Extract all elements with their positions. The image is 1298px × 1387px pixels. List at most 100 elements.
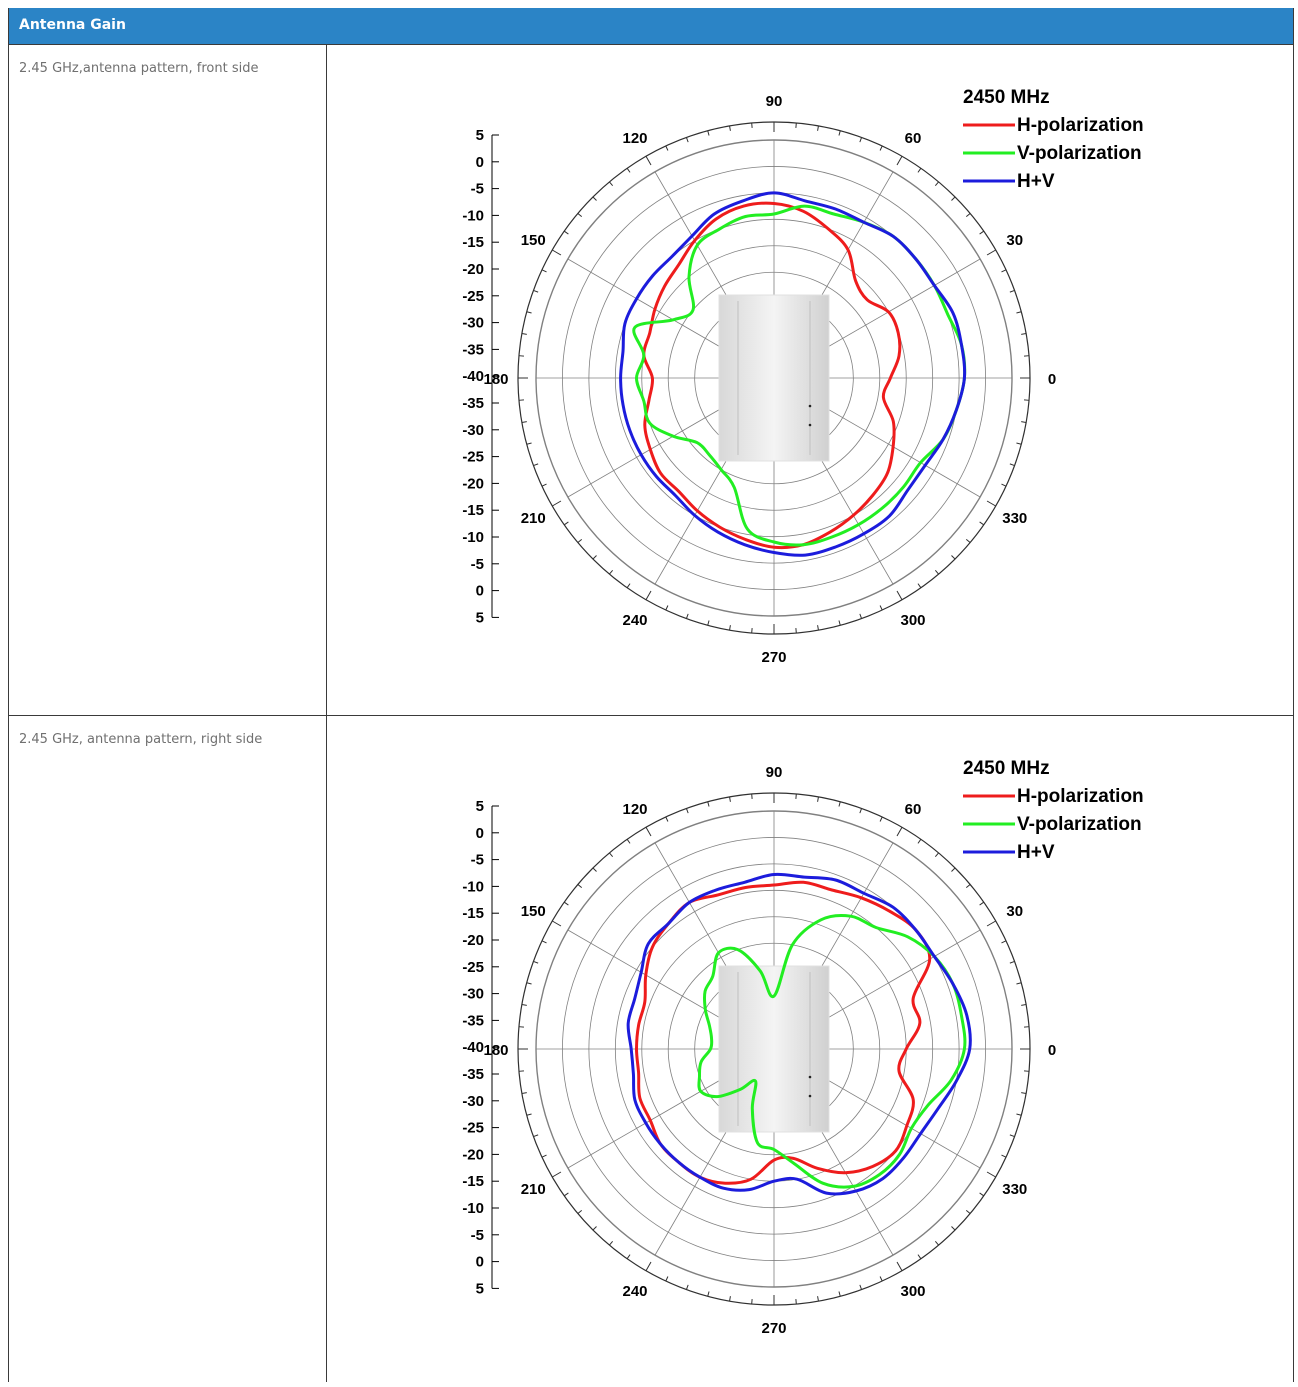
access-point-device-image xyxy=(719,966,829,1132)
angle-tick-label: 60 xyxy=(905,801,922,818)
angle-tick-mark xyxy=(593,868,597,872)
angle-tick-mark xyxy=(666,817,668,822)
angle-tick-mark xyxy=(860,137,862,142)
radial-tick-label: -15 xyxy=(462,502,484,519)
legend-label: H-polarization xyxy=(1017,115,1144,136)
radial-tick-label: -15 xyxy=(462,905,484,922)
angle-tick-label: 120 xyxy=(622,801,647,818)
radial-tick-label: -20 xyxy=(462,932,484,949)
angle-tick-mark xyxy=(897,1262,902,1271)
angle-tick-mark xyxy=(951,868,955,872)
angle-tick-mark xyxy=(522,334,527,335)
angle-tick-mark xyxy=(935,853,938,857)
angle-tick-mark xyxy=(527,312,532,313)
angle-tick-mark xyxy=(818,1296,819,1301)
radial-tick-label: -20 xyxy=(462,475,484,492)
radial-tick-label: -35 xyxy=(462,341,484,358)
radial-tick-label: -35 xyxy=(462,395,484,412)
angle-tick-mark xyxy=(880,1276,882,1281)
radial-tick-label: -25 xyxy=(462,288,484,305)
angle-tick-mark xyxy=(686,808,688,813)
radial-tick-label: -5 xyxy=(471,181,484,198)
angle-tick-mark xyxy=(522,1005,527,1006)
angle-tick-mark xyxy=(918,168,921,172)
angle-tick-mark xyxy=(686,1285,688,1290)
row-label: 2.45 GHz,antenna pattern, front side xyxy=(19,61,258,76)
angle-tick-mark xyxy=(609,570,612,574)
device-led-dot xyxy=(809,1076,812,1079)
radial-tick-label: -15 xyxy=(462,1173,484,1190)
angle-tick-label: 300 xyxy=(900,1283,925,1300)
angle-tick-mark xyxy=(542,484,547,486)
angle-tick-mark xyxy=(918,839,921,843)
angle-tick-mark xyxy=(1021,334,1026,335)
angle-tick-mark xyxy=(880,817,882,822)
angle-tick-mark xyxy=(708,131,709,136)
legend-label: H+V xyxy=(1017,842,1055,863)
angle-tick-label: 210 xyxy=(521,510,546,527)
angle-tick-mark xyxy=(918,584,921,588)
angle-tick-label: 120 xyxy=(622,130,647,147)
angle-tick-mark xyxy=(646,156,651,165)
angle-tick-mark xyxy=(839,802,840,807)
angle-tick-mark xyxy=(609,853,612,857)
angle-tick-mark xyxy=(552,921,561,926)
angle-tick-mark xyxy=(1010,1135,1015,1137)
angle-tick-mark xyxy=(1021,1005,1026,1006)
angle-tick-label: 30 xyxy=(1006,903,1023,920)
antenna-gain-table: Antenna Gain 2.45 GHz,antenna pattern, f… xyxy=(8,8,1294,1382)
legend-label: V-polarization xyxy=(1017,143,1142,164)
row-label: 2.45 GHz, antenna pattern, right side xyxy=(19,732,262,747)
angle-tick-label: 240 xyxy=(622,612,647,629)
radial-tick-label: -10 xyxy=(462,1200,484,1217)
angle-tick-mark xyxy=(593,1226,597,1230)
radial-tick-label: -30 xyxy=(462,422,484,439)
angle-tick-mark xyxy=(730,625,731,630)
angle-tick-mark xyxy=(627,584,630,588)
legend-label: H+V xyxy=(1017,171,1055,192)
radial-tick-label: -5 xyxy=(471,556,484,573)
angle-tick-mark xyxy=(564,231,568,234)
angle-tick-mark xyxy=(542,1155,547,1157)
angle-tick-mark xyxy=(578,213,582,216)
angle-tick-mark xyxy=(564,522,568,525)
angle-tick-mark xyxy=(564,1193,568,1196)
angle-tick-label: 330 xyxy=(1002,1181,1027,1198)
angle-tick-label: 270 xyxy=(761,649,786,666)
radial-tick-label: 0 xyxy=(476,1254,484,1271)
angle-tick-mark xyxy=(578,1210,582,1213)
angle-tick-mark xyxy=(1021,422,1026,423)
angle-tick-mark xyxy=(533,961,538,963)
angle-tick-mark xyxy=(1016,443,1021,444)
device-led-dot xyxy=(809,424,812,427)
angle-tick-mark xyxy=(860,808,862,813)
radial-tick-label: -25 xyxy=(462,959,484,976)
radial-tick-label: -35 xyxy=(462,1066,484,1083)
angle-tick-mark xyxy=(966,884,970,887)
angle-tick-mark xyxy=(987,501,996,506)
angle-tick-mark xyxy=(818,625,819,630)
angle-tick-label: 180 xyxy=(483,1042,508,1059)
angle-tick-label: 60 xyxy=(905,130,922,147)
table-header-title: Antenna Gain xyxy=(19,17,126,33)
legend-title: 2450 MHz xyxy=(963,758,1050,779)
angle-tick-label: 90 xyxy=(766,93,783,110)
angle-tick-mark xyxy=(987,921,996,926)
angle-tick-mark xyxy=(980,902,984,905)
angle-tick-mark xyxy=(1010,290,1015,292)
angle-tick-mark xyxy=(860,614,862,619)
angle-tick-mark xyxy=(880,605,882,610)
angle-tick-mark xyxy=(897,591,902,600)
angle-tick-mark xyxy=(522,422,527,423)
angle-tick-mark xyxy=(593,197,597,201)
angle-tick-mark xyxy=(1010,961,1015,963)
table-row: 2.45 GHz, antenna pattern, right side 0 3… xyxy=(9,716,1293,1382)
angle-tick-mark xyxy=(627,1255,630,1259)
angle-tick-mark xyxy=(578,539,582,542)
angle-tick-mark xyxy=(918,1255,921,1259)
radial-tick-label: -40 xyxy=(462,1039,484,1056)
angle-tick-mark xyxy=(646,1262,651,1271)
angle-tick-mark xyxy=(987,250,996,255)
row-label-cell: 2.45 GHz,antenna pattern, front side xyxy=(9,45,327,715)
